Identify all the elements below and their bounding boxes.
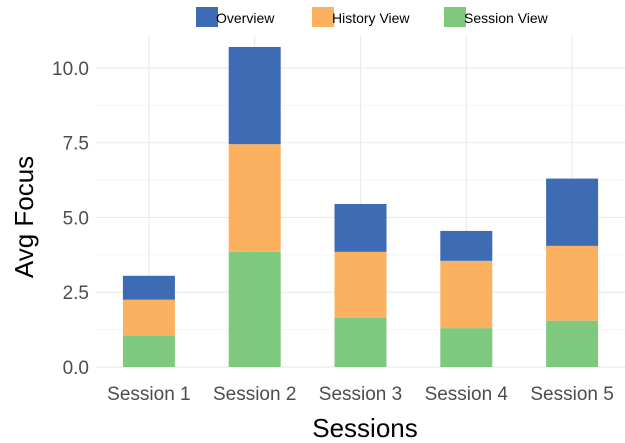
bars bbox=[122, 46, 599, 367]
y-tick-label: 2.5 bbox=[63, 283, 89, 304]
bar-segment bbox=[440, 260, 493, 329]
bar-segment bbox=[546, 178, 599, 246]
y-tick-label: 5.0 bbox=[63, 208, 89, 229]
y-tick-label: 0.0 bbox=[63, 358, 89, 379]
bar-segment bbox=[122, 275, 175, 300]
legend: Overview History View Session View bbox=[196, 7, 549, 27]
x-tick-label: Session 1 bbox=[107, 384, 190, 405]
bar-segment bbox=[546, 320, 599, 367]
legend-label: History View bbox=[332, 10, 410, 26]
legend-swatch bbox=[196, 7, 218, 27]
bar-segment bbox=[334, 203, 387, 252]
y-axis-title: Avg Focus bbox=[9, 156, 39, 278]
bar-segment bbox=[122, 299, 175, 336]
x-tick-label: Session 4 bbox=[425, 384, 509, 405]
bar-segment bbox=[334, 317, 387, 367]
x-tick-label: Session 2 bbox=[213, 384, 296, 405]
bar-segment bbox=[334, 251, 387, 318]
y-axis-ticks: 0.0 2.5 5.0 7.5 10.0 bbox=[52, 59, 89, 379]
bar-segment bbox=[440, 328, 493, 367]
x-tick-label: Session 3 bbox=[319, 384, 402, 405]
bar-segment bbox=[228, 144, 281, 252]
x-axis-title: Sessions bbox=[312, 413, 418, 443]
x-tick-label: Session 5 bbox=[530, 384, 613, 405]
bar-segment bbox=[122, 335, 175, 367]
bar-segment bbox=[546, 245, 599, 321]
y-tick-label: 7.5 bbox=[63, 134, 89, 155]
legend-swatch bbox=[312, 7, 334, 27]
y-tick-label: 10.0 bbox=[52, 59, 89, 80]
bar-segment bbox=[440, 230, 493, 261]
bar-segment bbox=[228, 46, 281, 145]
legend-label: Session View bbox=[464, 10, 549, 26]
x-axis-ticks: Session 1 Session 2 Session 3 Session 4 Sess… bbox=[107, 384, 614, 405]
bar-segment bbox=[228, 251, 281, 367]
legend-label: Overview bbox=[216, 10, 275, 26]
legend-swatch bbox=[444, 7, 466, 27]
